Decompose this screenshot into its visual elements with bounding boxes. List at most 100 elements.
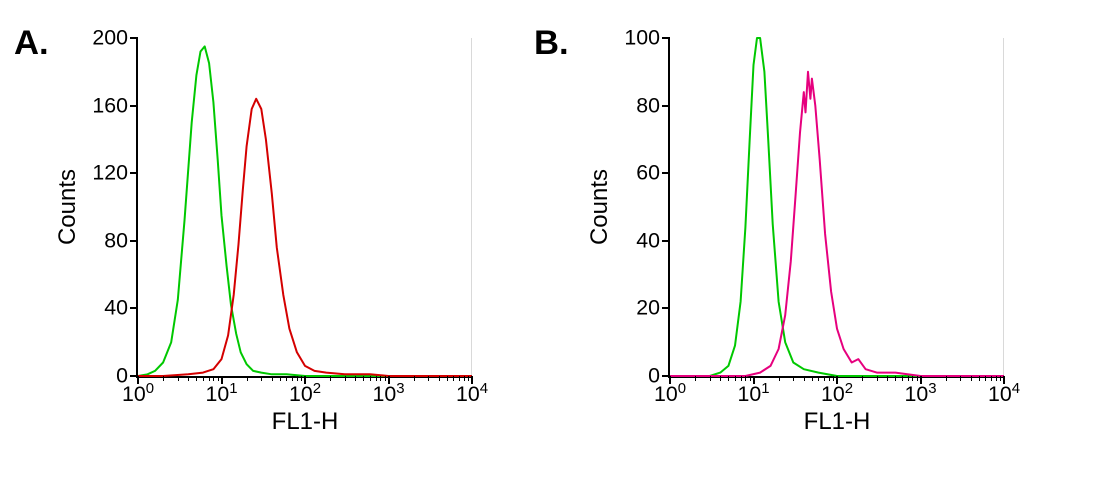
x-minor-tick [261, 376, 262, 381]
y-tick [130, 172, 138, 174]
x-minor-tick [218, 376, 219, 381]
x-minor-tick [996, 376, 997, 381]
x-minor-tick [946, 376, 947, 381]
y-tick-label: 80 [104, 228, 128, 253]
x-minor-tick [380, 376, 381, 381]
panel-b-y-label: Counts [586, 169, 614, 245]
x-minor-tick [385, 376, 386, 381]
y-tick-label: 160 [92, 93, 128, 118]
y-tick [130, 37, 138, 39]
y-tick [662, 37, 670, 39]
panel-b-svg [670, 38, 1004, 376]
y-tick-label: 120 [92, 161, 128, 186]
x-tick-label: 100 [654, 382, 686, 407]
y-tick [130, 240, 138, 242]
x-minor-tick [292, 376, 293, 381]
x-minor-tick [330, 376, 331, 381]
x-minor-tick [887, 376, 888, 381]
y-tick [130, 307, 138, 309]
x-minor-tick [908, 376, 909, 381]
x-minor-tick [247, 376, 248, 381]
x-minor-tick [695, 376, 696, 381]
x-minor-tick [720, 376, 721, 381]
x-minor-tick [917, 376, 918, 381]
figure-root: A. Counts FL1-H 040801201602001001011021… [0, 0, 1114, 502]
x-minor-tick [824, 376, 825, 381]
x-minor-tick [468, 376, 469, 381]
x-minor-tick [710, 376, 711, 381]
x-tick-label: 104 [456, 382, 488, 407]
x-tick-label: 100 [122, 382, 154, 407]
x-tick-label: 102 [289, 382, 321, 407]
x-minor-tick [728, 376, 729, 381]
x-minor-tick [464, 376, 465, 381]
x-minor-tick [188, 376, 189, 381]
x-minor-tick [209, 376, 210, 381]
x-minor-tick [297, 376, 298, 381]
x-minor-tick [301, 376, 302, 381]
y-tick [662, 172, 670, 174]
panel-label-b: B. [534, 24, 569, 63]
x-minor-tick [428, 376, 429, 381]
x-minor-tick [833, 376, 834, 381]
x-minor-tick [804, 376, 805, 381]
x-minor-tick [741, 376, 742, 381]
y-tick [662, 307, 670, 309]
panel-b-plot: Counts FL1-H 020406080100100101102103104 [668, 38, 1004, 378]
x-minor-tick [370, 376, 371, 381]
y-tick-label: 40 [636, 228, 660, 253]
y-tick [662, 240, 670, 242]
panel-a-plot: Counts FL1-H 040801201602001001011021031… [136, 38, 472, 378]
x-minor-tick [750, 376, 751, 381]
x-minor-tick [447, 376, 448, 381]
series-control [138, 46, 472, 376]
x-tick-label: 101 [205, 382, 237, 407]
x-minor-tick [877, 376, 878, 381]
x-tick-label: 103 [904, 382, 936, 407]
x-minor-tick [286, 376, 287, 381]
panel-b-x-label: FL1-H [804, 408, 871, 436]
x-minor-tick [355, 376, 356, 381]
x-minor-tick [985, 376, 986, 381]
x-minor-tick [745, 376, 746, 381]
x-minor-tick [363, 376, 364, 381]
x-minor-tick [1000, 376, 1001, 381]
x-minor-tick [818, 376, 819, 381]
x-tick-label: 104 [988, 382, 1020, 407]
x-minor-tick [345, 376, 346, 381]
series-stained [138, 99, 472, 376]
x-minor-tick [735, 376, 736, 381]
x-minor-tick [991, 376, 992, 381]
x-minor-tick [793, 376, 794, 381]
x-minor-tick [196, 376, 197, 381]
x-minor-tick [459, 376, 460, 381]
x-minor-tick [862, 376, 863, 381]
panel-a-y-label: Counts [54, 169, 82, 245]
x-minor-tick [971, 376, 972, 381]
x-tick-label: 103 [372, 382, 404, 407]
x-minor-tick [453, 376, 454, 381]
x-minor-tick [895, 376, 896, 381]
x-minor-tick [414, 376, 415, 381]
x-minor-tick [163, 376, 164, 381]
x-minor-tick [829, 376, 830, 381]
x-minor-tick [779, 376, 780, 381]
y-tick-label: 100 [624, 26, 660, 51]
series-stained [670, 72, 1004, 376]
x-minor-tick [979, 376, 980, 381]
y-tick [662, 105, 670, 107]
x-tick-label: 101 [737, 382, 769, 407]
x-minor-tick [912, 376, 913, 381]
x-tick-label: 102 [821, 382, 853, 407]
y-tick-label: 20 [636, 296, 660, 321]
x-minor-tick [203, 376, 204, 381]
y-tick-label: 80 [636, 93, 660, 118]
x-minor-tick [960, 376, 961, 381]
x-minor-tick [439, 376, 440, 381]
panel-label-a: A. [14, 24, 49, 63]
x-minor-tick [280, 376, 281, 381]
y-tick-label: 60 [636, 161, 660, 186]
x-minor-tick [213, 376, 214, 381]
y-tick-label: 200 [92, 26, 128, 51]
x-minor-tick [272, 376, 273, 381]
